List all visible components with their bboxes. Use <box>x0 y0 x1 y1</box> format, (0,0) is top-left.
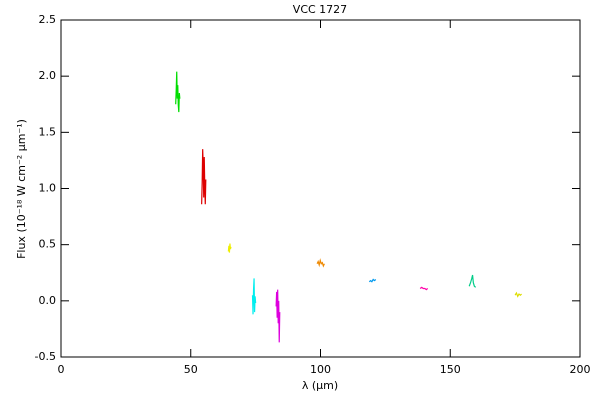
y-tick-label: 2.5 <box>39 13 57 26</box>
x-tick-label: 50 <box>184 363 198 376</box>
x-tick-label: 0 <box>58 363 65 376</box>
y-tick-label: 0.0 <box>39 294 57 307</box>
y-axis-label: Flux (10⁻¹⁸ W cm⁻² μm⁻¹) <box>15 119 28 259</box>
spectrum-segment <box>316 258 325 268</box>
spectrum-segment <box>275 289 281 343</box>
spectrum-segment <box>251 278 257 315</box>
chart-title: VCC 1727 <box>293 3 347 16</box>
spectrum-segment <box>468 274 477 288</box>
x-axis-label: λ (μm) <box>302 379 338 392</box>
spectrum-segment <box>201 149 207 205</box>
spectrum-segment <box>368 278 377 283</box>
x-tick-label: 150 <box>440 363 461 376</box>
spectrum-segment <box>175 71 181 113</box>
y-tick-label: 1.5 <box>39 125 57 138</box>
spectrum-segment <box>514 291 523 298</box>
y-tick-label: 2.0 <box>39 69 57 82</box>
y-tick-label: 0.5 <box>39 238 57 251</box>
x-tick-label: 100 <box>310 363 331 376</box>
y-tick-label: 1.0 <box>39 182 57 195</box>
y-tick-label: -0.5 <box>35 350 56 363</box>
x-tick-label: 200 <box>570 363 591 376</box>
spectrum-segment <box>227 243 232 253</box>
spectrum-segment <box>419 286 429 291</box>
